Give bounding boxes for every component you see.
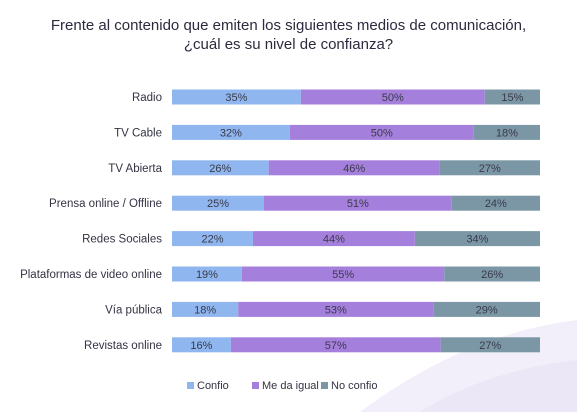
- chart-title: Frente al contenido que emiten los sigui…: [0, 16, 577, 54]
- bar-segment: [172, 231, 253, 247]
- bar-segment: [414, 231, 540, 247]
- category-label: Redes Sociales: [82, 234, 162, 246]
- bar-segment: [440, 337, 540, 353]
- data-label: 55%: [332, 269, 354, 281]
- category-label: Revistas online: [84, 340, 162, 352]
- legend-label: No confio: [331, 380, 377, 392]
- category-label: TV Abierta: [108, 163, 162, 175]
- bar-segment: [238, 301, 434, 317]
- legend-label: Confio: [197, 380, 229, 392]
- bar-segment: [241, 266, 445, 282]
- data-label: 27%: [479, 340, 501, 352]
- data-label: 27%: [479, 163, 501, 175]
- chart-title-line-1: Frente al contenido que emiten los sigui…: [50, 17, 527, 34]
- bar-segment: [252, 231, 415, 247]
- bar-segment: [439, 160, 540, 176]
- category-label: Prensa online / Offline: [49, 198, 162, 210]
- data-label: 26%: [481, 269, 503, 281]
- data-label: 29%: [476, 304, 498, 316]
- legend-swatch: [187, 382, 194, 389]
- bar-segment: [268, 160, 440, 176]
- bar-segment: [264, 195, 452, 211]
- data-label: 25%: [207, 198, 229, 210]
- category-label: TV Cable: [114, 127, 162, 139]
- legend-swatch: [252, 382, 259, 389]
- bar-segment: [172, 266, 242, 282]
- data-label: 46%: [343, 163, 365, 175]
- category-label: Radio: [132, 92, 162, 104]
- bar-segment: [433, 301, 540, 317]
- data-label: 15%: [501, 92, 523, 104]
- bar-segment: [172, 337, 231, 353]
- bar-segment: [172, 301, 239, 317]
- data-label: 18%: [496, 127, 518, 139]
- bar-segment: [289, 124, 474, 140]
- data-label: 34%: [466, 234, 488, 246]
- data-label: 18%: [194, 304, 216, 316]
- bar-segment: [444, 266, 540, 282]
- legend-label: Me da igual: [262, 380, 319, 392]
- category-label: Plataformas de video online: [20, 269, 162, 281]
- bar-segment: [172, 89, 301, 105]
- bar-segment: [484, 89, 540, 105]
- legend-swatch: [321, 382, 328, 389]
- data-label: 51%: [347, 198, 369, 210]
- data-label: 24%: [485, 198, 507, 210]
- data-label: 26%: [209, 163, 231, 175]
- bar-segment: [473, 124, 540, 140]
- data-label: 35%: [225, 92, 247, 104]
- data-label: 44%: [323, 234, 345, 246]
- data-label: 57%: [325, 340, 347, 352]
- data-label: 22%: [201, 234, 223, 246]
- bar-segment: [451, 195, 540, 211]
- bar-segment: [172, 195, 264, 211]
- data-label: 32%: [220, 127, 242, 139]
- category-label: Vía pública: [105, 304, 163, 316]
- bar-segment: [300, 89, 485, 105]
- data-label: 53%: [325, 304, 347, 316]
- chart-title-line-2: ¿cuál es su nivel de confianza?: [183, 36, 394, 53]
- data-label: 50%: [371, 127, 393, 139]
- data-label: 16%: [190, 340, 212, 352]
- data-label: 19%: [196, 269, 218, 281]
- data-label: 50%: [382, 92, 404, 104]
- bar-segment: [172, 160, 269, 176]
- bar-segment: [172, 124, 290, 140]
- bar-segment: [230, 337, 441, 353]
